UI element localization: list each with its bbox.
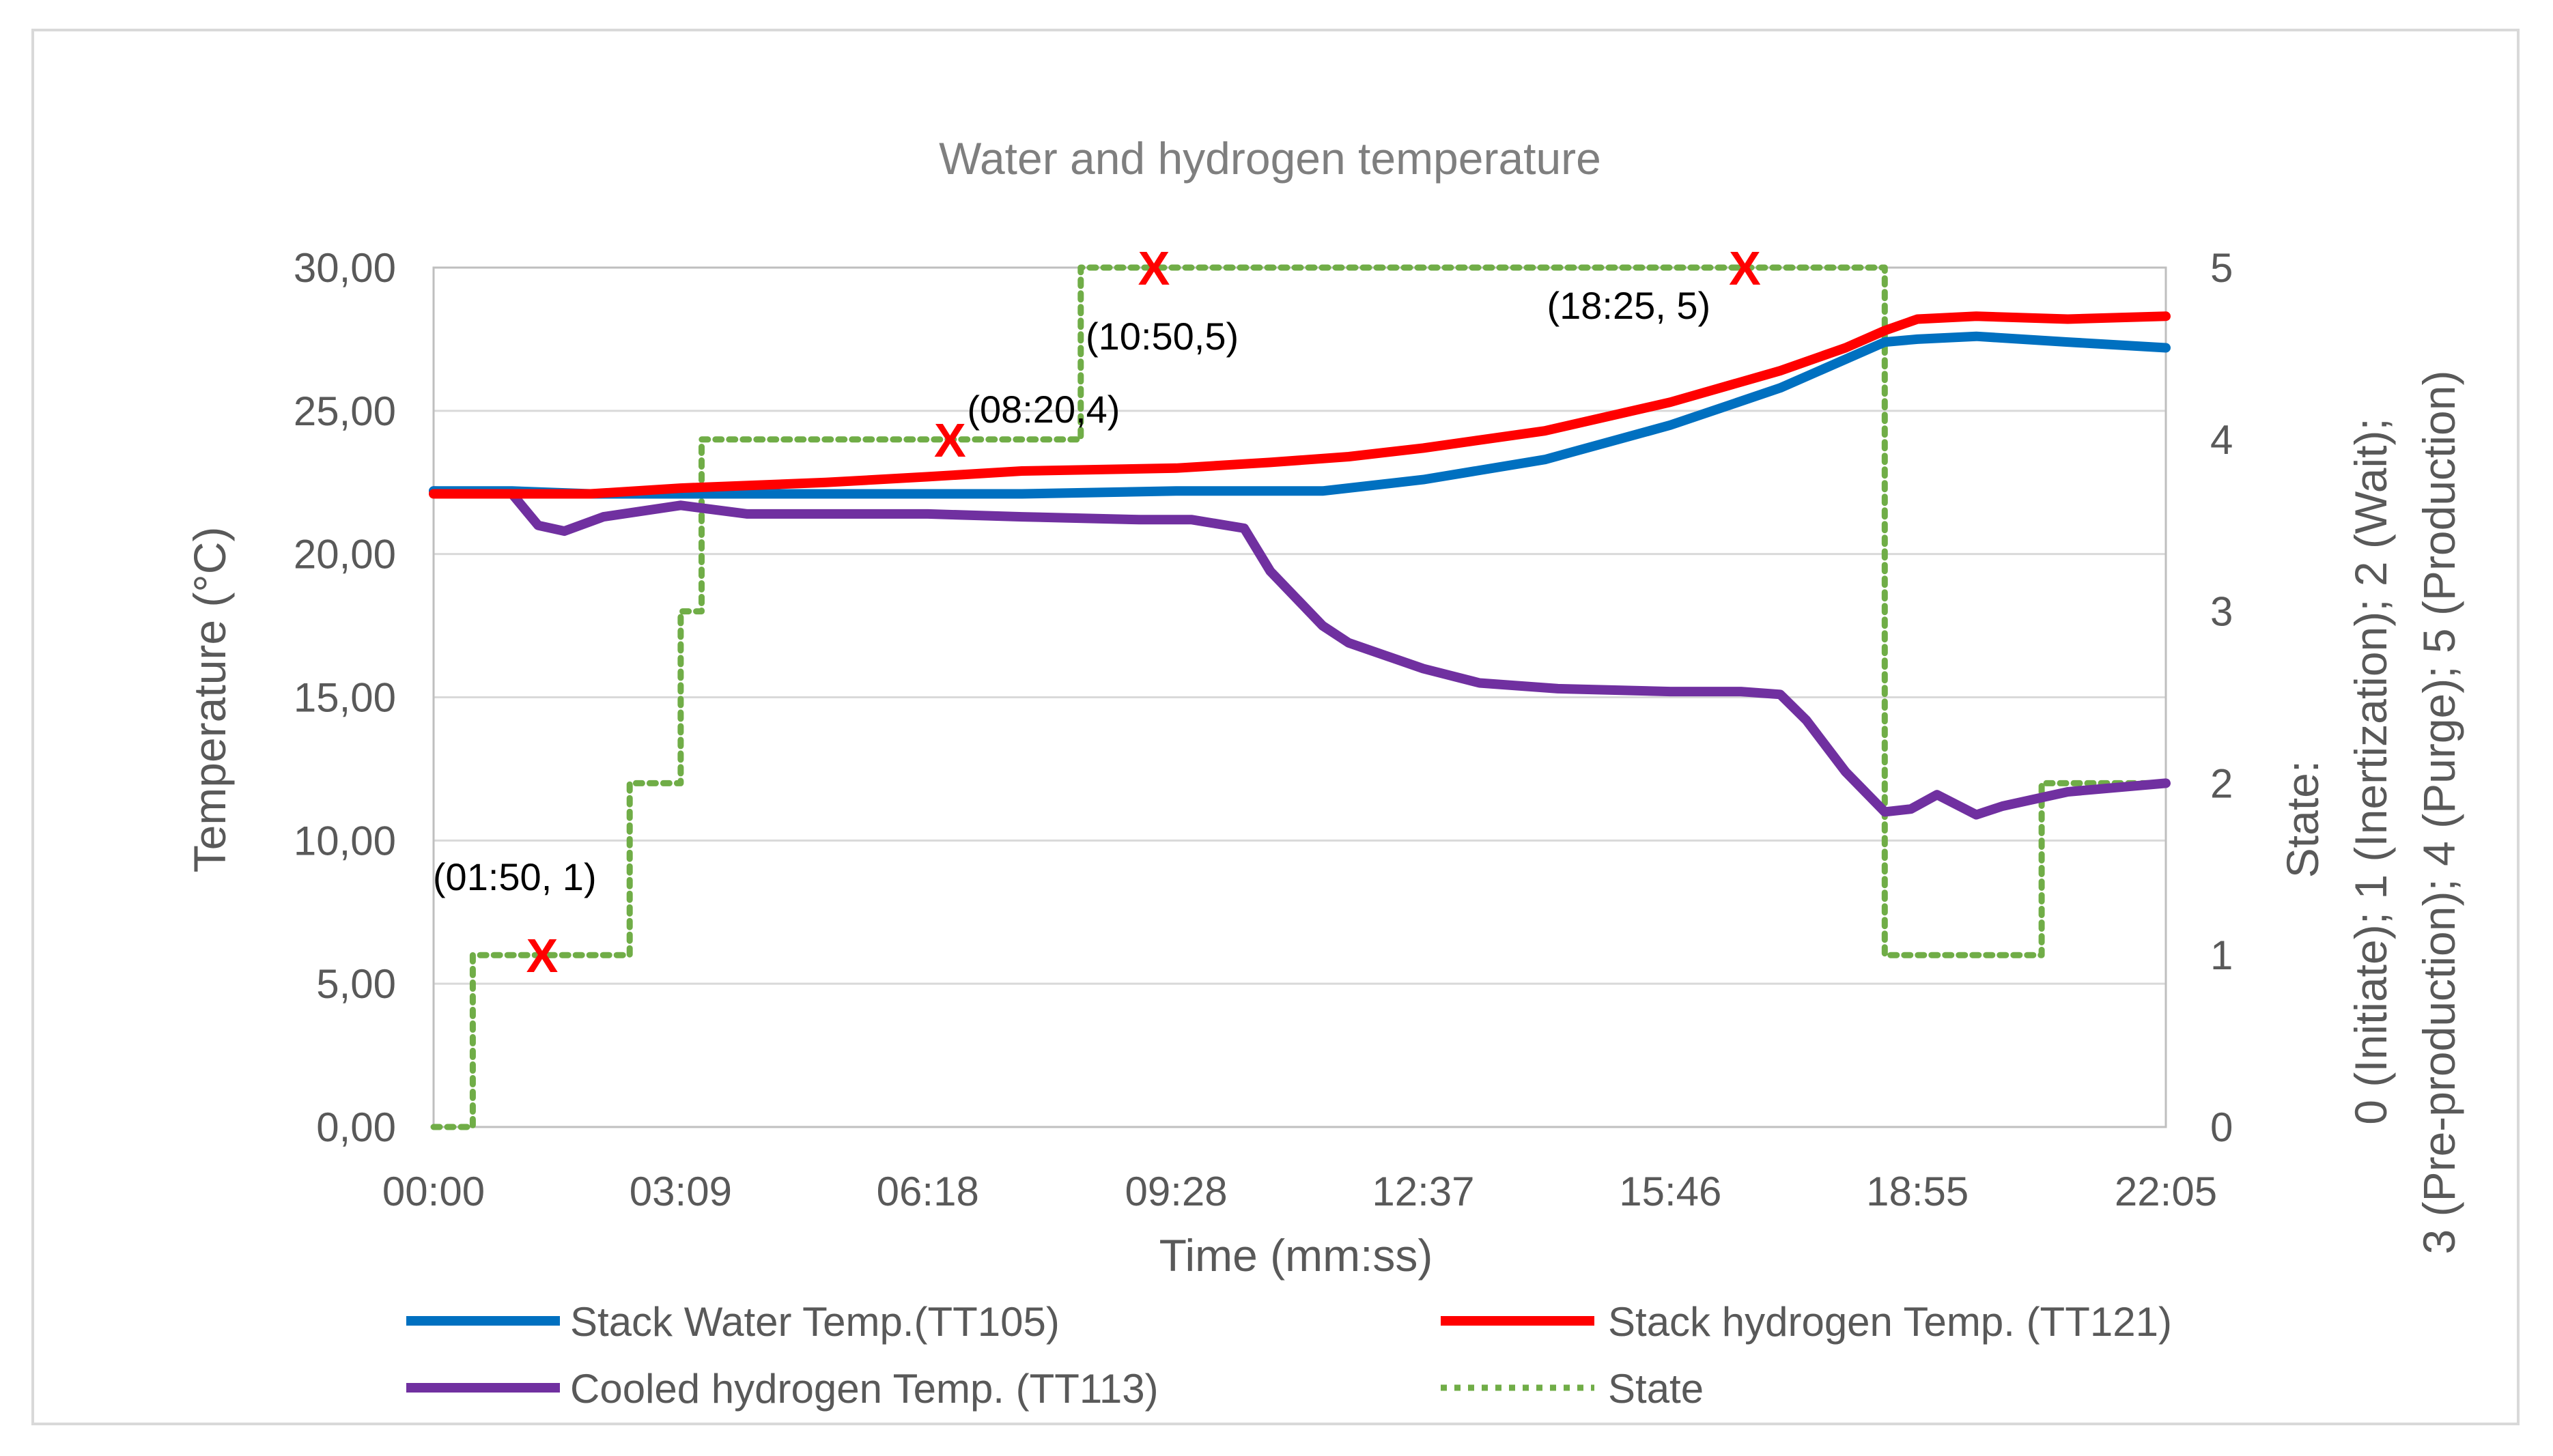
y-tick-label: 25,00 — [294, 388, 396, 434]
legend-label-state: State — [1608, 1366, 1704, 1412]
y-tick-labels: 0,00 5,00 10,00 15,00 20,00 25,00 30,00 — [294, 245, 396, 1150]
y-tick-label: 15,00 — [294, 675, 396, 721]
y2-tick-label: 2 — [2210, 760, 2233, 806]
annotation-marker: X — [526, 929, 559, 982]
x-tick-label: 12:37 — [1372, 1169, 1474, 1214]
x-axis-label: Time (mm:ss) — [1159, 1230, 1433, 1281]
annotation-layer: X(01:50, 1)X(08:20,4)X(10:50,5)X(18:25, … — [433, 242, 1761, 982]
x-tick-label: 09:28 — [1125, 1169, 1227, 1214]
series-line-stack-hydrogen-temp-tt121 — [429, 311, 2171, 499]
y2-tick-label: 4 — [2210, 417, 2233, 463]
annotation-label: (08:20,4) — [967, 388, 1120, 431]
x-tick-label: 22:05 — [2115, 1169, 2217, 1214]
y2-tick-label: 5 — [2210, 245, 2233, 291]
x-tick-label: 18:55 — [1866, 1169, 1969, 1214]
y2-axis-label: State: 0 (Initiate); 1 (Inertization); 2… — [2277, 371, 2464, 1255]
x-tick-label: 06:18 — [877, 1169, 979, 1214]
legend-label-cooled-hydrogen: Cooled hydrogen Temp. (TT113) — [570, 1366, 1159, 1412]
series-layer — [429, 264, 2171, 1130]
y2-tick-label: 0 — [2210, 1104, 2233, 1150]
series-line-stack-water-temp-tt105 — [429, 331, 2171, 499]
x-tick-label: 00:00 — [382, 1169, 485, 1214]
chart-title: Water and hydrogen temperature — [939, 133, 1601, 184]
chart-frame — [31, 29, 2520, 1425]
annotation-label: (01:50, 1) — [433, 855, 597, 898]
y-axis-label: Temperature (°C) — [184, 527, 235, 873]
annotation-label: (10:50,5) — [1086, 315, 1239, 358]
y2-tick-label: 3 — [2210, 589, 2233, 635]
y-tick-label: 10,00 — [294, 818, 396, 863]
y2-axis-label-line-3: 3 (Pre-production); 4 (Purge); 5 (Produc… — [2414, 371, 2464, 1255]
legend: Stack Water Temp.(TT105) Stack hydrogen … — [406, 1299, 2172, 1412]
annotation-marker: X — [1138, 242, 1170, 295]
series-line-cooled-hydrogen-temp-tt113 — [429, 486, 2171, 820]
legend-label-stack-water: Stack Water Temp.(TT105) — [570, 1299, 1060, 1345]
y-tick-label: 20,00 — [294, 532, 396, 577]
legend-label-stack-hydrogen: Stack hydrogen Temp. (TT121) — [1608, 1299, 2172, 1345]
x-tick-label: 15:46 — [1619, 1169, 1721, 1214]
y-tick-label: 0,00 — [316, 1104, 396, 1150]
y-tick-label: 5,00 — [316, 961, 396, 1007]
y2-axis-label-line-1: State: — [2277, 760, 2328, 878]
annotation-label: (18:25, 5) — [1547, 284, 1710, 327]
annotation-marker: X — [934, 414, 966, 467]
x-tick-labels: 00:00 03:09 06:18 09:28 12:37 15:46 18:55 22:05 — [382, 1169, 2217, 1214]
x-tick-label: 03:09 — [630, 1169, 732, 1214]
series-line-state — [430, 264, 2169, 1130]
y2-tick-label: 1 — [2210, 932, 2233, 978]
annotation-marker: X — [1729, 242, 1761, 295]
y2-axis-label-line-2: 0 (Initiate); 1 (Inertization); 2 (Wait)… — [2345, 418, 2396, 1125]
y2-tick-labels: 0 1 2 3 4 5 — [2210, 245, 2233, 1150]
y-tick-label: 30,00 — [294, 245, 396, 291]
